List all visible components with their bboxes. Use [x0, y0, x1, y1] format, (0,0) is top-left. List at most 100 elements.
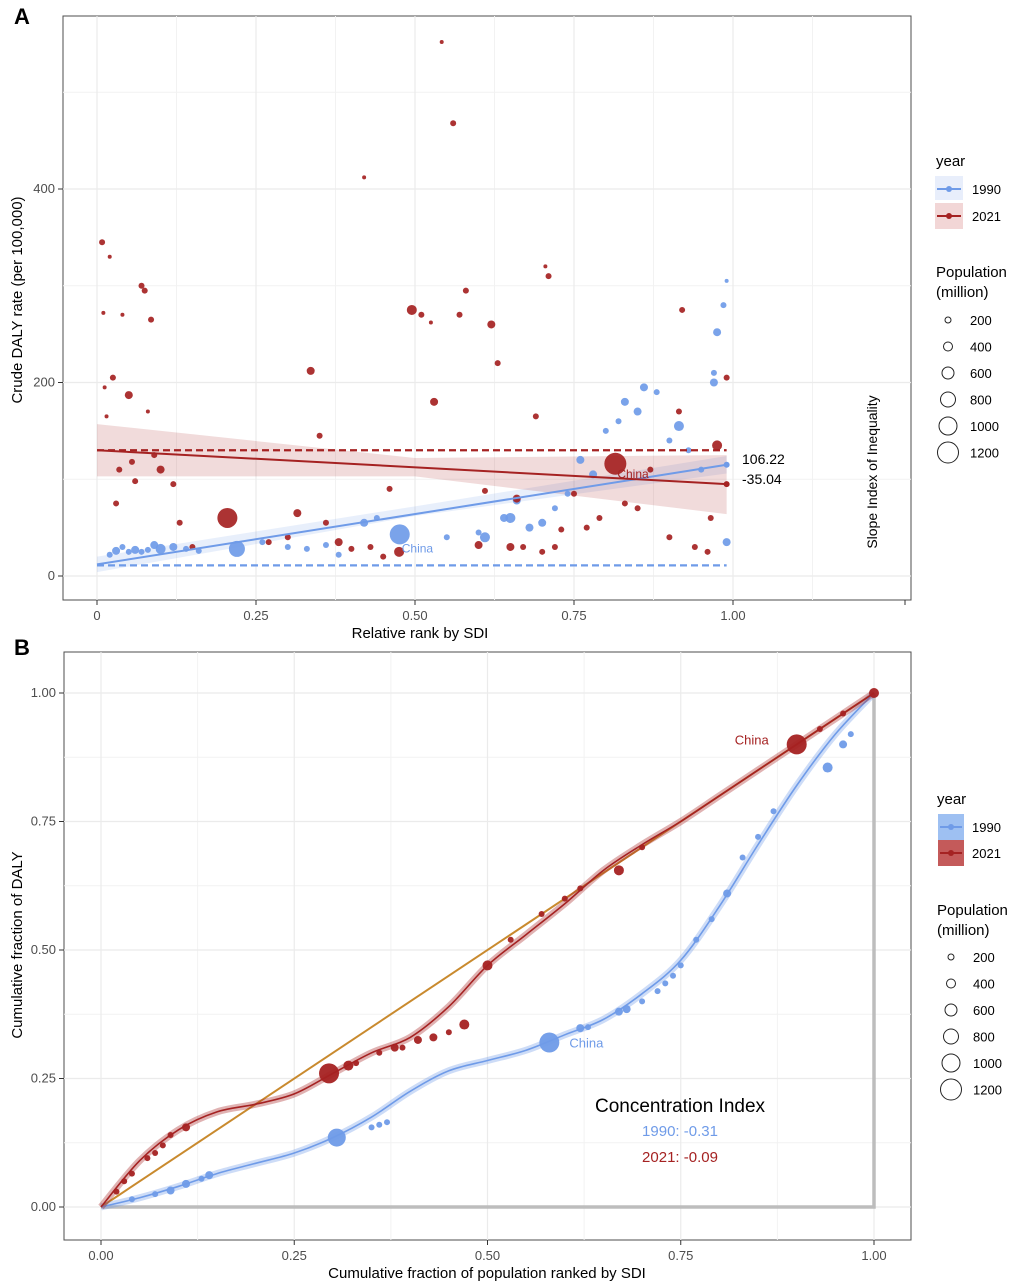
country-point-2021 — [539, 548, 546, 555]
lorenz-point-2021 — [182, 1123, 191, 1132]
panel-a-grid — [63, 16, 911, 600]
lorenz-point-1990 — [670, 972, 677, 979]
country-point-2021 — [128, 458, 135, 465]
lorenz-point-1990 — [639, 998, 646, 1005]
panel-b-data-layers: China China — [98, 688, 879, 1211]
panel-1-pop-key-circle — [941, 1053, 961, 1073]
country-point-2021 — [583, 524, 590, 531]
lorenz-point-1990 — [662, 980, 669, 987]
country-point-2021 — [322, 519, 329, 526]
panel-a-legend-pop-title-2: (million) — [936, 284, 989, 301]
panel-1-pop-key-circle — [943, 1028, 959, 1045]
panel-b-y-axis-label: Cumulative fraction of DALY — [9, 851, 26, 1038]
country-point-1990 — [112, 546, 121, 555]
country-point-1990 — [653, 389, 660, 396]
country-point-2021 — [571, 490, 577, 497]
panel-0-x-tick-label: 1.00 — [720, 608, 745, 623]
country-point-1990 — [169, 542, 178, 551]
country-point-2021 — [418, 311, 425, 318]
country-point-1990 — [303, 545, 310, 552]
lorenz-point-1990 — [708, 916, 715, 923]
lorenz-point-2021 — [353, 1060, 360, 1067]
panel-1-pop-key-circle — [946, 978, 956, 989]
panel-a-legend-pop-keys: 200 400 600 800 1000 1200 — [937, 313, 999, 464]
panel-1-x-tick-label: 0.00 — [88, 1248, 113, 1263]
country-point-2021 — [604, 452, 627, 475]
lorenz-point-2021 — [577, 885, 584, 892]
country-point-2021 — [176, 519, 183, 526]
lorenz-point-1990 — [723, 889, 732, 898]
lorenz-point-1990 — [839, 740, 848, 749]
country-point-1990 — [131, 545, 140, 554]
lorenz-point-1990 — [376, 1121, 383, 1128]
country-point-1990 — [479, 532, 490, 543]
country-point-1990 — [138, 548, 145, 555]
country-point-1990 — [335, 551, 342, 558]
lorenz-point-2021 — [613, 865, 624, 876]
lorenz-point-2021 — [113, 1188, 120, 1195]
panel-b-legend-pop-keys: 200 400 600 800 1000 1200 — [940, 950, 1002, 1101]
country-point-2021 — [156, 465, 165, 474]
panel-0-pop-key-circle — [938, 416, 958, 436]
country-point-2021 — [712, 440, 723, 451]
panel-0-pop-key-label: 1200 — [970, 446, 999, 461]
country-point-2021 — [120, 312, 125, 317]
country-point-2021 — [101, 310, 106, 315]
lorenz-point-2021 — [639, 844, 646, 851]
country-point-2021 — [647, 466, 654, 473]
country-point-1990 — [615, 418, 622, 425]
lorenz-point-2021 — [319, 1063, 340, 1084]
country-point-2021 — [543, 264, 548, 269]
panel-a-legend-2021-label: 2021 — [972, 209, 1001, 224]
lorenz-point-2021 — [128, 1170, 135, 1177]
country-point-2021 — [99, 239, 106, 246]
lorenz-point-2021 — [445, 1029, 452, 1036]
lorenz-point-1990 — [368, 1124, 375, 1131]
panel-1-pop-key-label: 200 — [973, 950, 995, 965]
lorenz-point-1990 — [384, 1119, 391, 1126]
panel-a-legend-key-1990-dot — [946, 186, 952, 192]
panel-1-pop-key-label: 800 — [973, 1030, 995, 1045]
panel-1-pop-key-circle — [940, 1078, 962, 1101]
country-point-1990 — [155, 543, 166, 554]
country-point-1990 — [505, 512, 516, 523]
country-point-1990 — [125, 548, 132, 555]
panel-0-pop-key-label: 400 — [970, 340, 992, 355]
country-point-2021 — [293, 509, 302, 518]
panel-1-y-tick-label: 0.75 — [31, 814, 56, 829]
panel-0-pop-key-circle — [941, 366, 955, 380]
panel-0-pop-key-label: 600 — [970, 366, 992, 381]
panel-a-sii-1990-label: 106.22 — [742, 451, 785, 467]
country-point-2021 — [104, 414, 109, 419]
country-point-1990 — [576, 455, 585, 464]
panel-0-pop-key-label: 1000 — [970, 419, 999, 434]
country-point-2021 — [394, 546, 405, 557]
country-point-2021 — [132, 478, 139, 485]
lorenz-point-1990 — [128, 1196, 135, 1203]
country-point-2021 — [428, 320, 433, 325]
lorenz-point-2021 — [429, 1033, 438, 1042]
lorenz-point-2021 — [152, 1150, 159, 1157]
panel-a-plot-frame — [62, 15, 912, 601]
panel-a-legend: year 1990 2021 Population (million) 200 4… — [935, 153, 1007, 464]
lorenz-point-1990 — [584, 1024, 591, 1031]
country-point-2021 — [141, 287, 148, 294]
panel-0-x-tick-label: 0.50 — [402, 608, 427, 623]
country-point-2021 — [113, 500, 120, 507]
panel-b-x-ticks: 0.00 0.25 0.50 0.75 1.00 — [88, 1240, 887, 1263]
country-point-1990 — [106, 551, 113, 558]
country-point-1990 — [259, 539, 266, 546]
country-point-2021 — [107, 254, 112, 259]
lorenz-point-2021 — [538, 911, 545, 918]
china-label-b-2021: China — [735, 732, 770, 747]
country-point-1990 — [389, 524, 410, 545]
panel-0-y-tick-label: 200 — [33, 375, 55, 390]
country-point-2021 — [704, 548, 711, 555]
lorenz-curve-1990 — [100, 692, 875, 1208]
country-point-1990 — [722, 538, 731, 547]
country-point-2021 — [406, 304, 417, 315]
panel-1-pop-key-circle — [944, 1003, 958, 1017]
country-point-2021 — [532, 413, 539, 420]
